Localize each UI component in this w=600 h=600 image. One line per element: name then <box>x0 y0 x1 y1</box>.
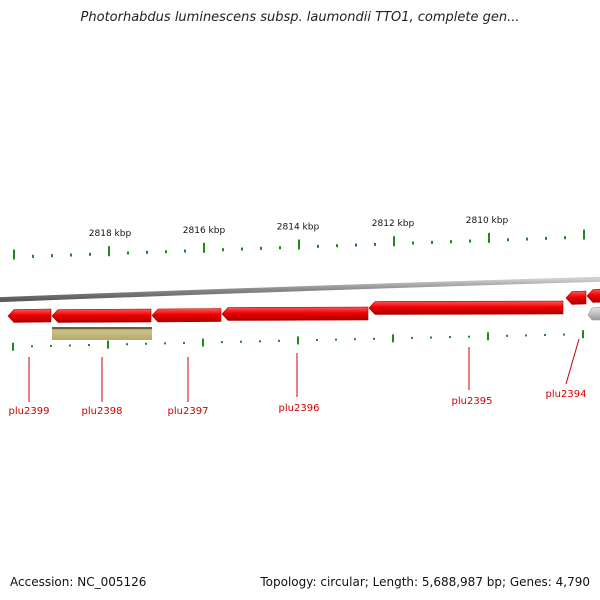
gene-label-plu2395[interactable]: plu2395 <box>452 396 493 407</box>
scale-label: 2816 kbp <box>183 226 226 236</box>
gene-label-plu2397[interactable]: plu2397 <box>168 406 209 417</box>
gene-arrow-plu2394[interactable] <box>565 290 587 305</box>
genome-backbone <box>0 276 600 303</box>
scale-labels: 2818 kbp 2816 kbp 2814 kbp 2812 kbp 2810 kbp <box>89 216 509 239</box>
accession-label: Accession: NC_005126 <box>10 575 147 589</box>
scale-label: 2814 kbp <box>277 223 320 233</box>
gene-arrow-partial[interactable] <box>586 288 600 303</box>
genome-stats-label: Topology: circular; Length: 5,688,987 bp… <box>260 575 590 589</box>
gene-label-plu2399[interactable]: plu2399 <box>9 406 50 417</box>
gene-arrow-plu2398[interactable] <box>51 308 152 323</box>
scale-label: 2810 kbp <box>466 216 509 226</box>
gene-labels: plu2399 plu2398 plu2397 plu2396 plu2395 plu23… <box>9 338 587 417</box>
scale-ticks-lower <box>12 330 584 351</box>
gene-label-plu2394[interactable]: plu2394 <box>546 389 587 400</box>
scale-label: 2812 kbp <box>372 219 415 229</box>
scale-label: 2818 kbp <box>89 229 132 239</box>
gene-arrow-other[interactable] <box>587 307 600 321</box>
scale-ticks-upper <box>13 229 585 260</box>
gene-arrow-plu2399[interactable] <box>7 308 52 323</box>
gene-track <box>7 288 600 323</box>
genome-title: Photorhabdus luminescens subsp. laumondi… <box>80 10 520 25</box>
gene-arrow-plu2396[interactable] <box>221 306 369 321</box>
gene-label-plu2398[interactable]: plu2398 <box>82 406 123 417</box>
gene-leader-line <box>565 338 580 385</box>
gene-arrow-plu2397[interactable] <box>151 308 222 323</box>
gene-arrow-plu2395[interactable] <box>368 300 564 315</box>
feature-band[interactable] <box>52 327 152 340</box>
gene-label-plu2396[interactable]: plu2396 <box>279 403 320 414</box>
